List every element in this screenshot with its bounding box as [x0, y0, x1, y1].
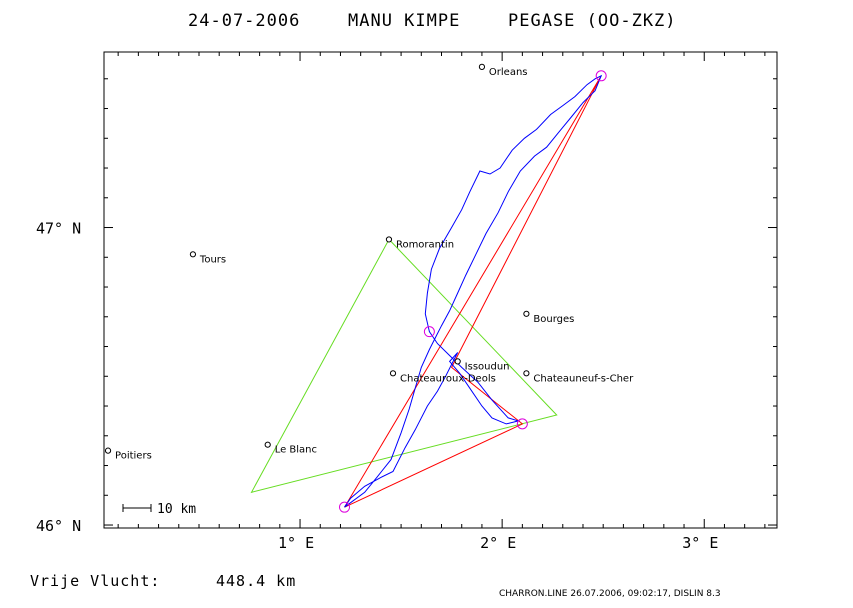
city-le-blanc: Le Blanc — [264, 441, 317, 456]
city-label-4: Issoudun — [465, 361, 510, 372]
axis-labels-layer: 1° E 2° E 3° E 47° N 46° N — [36, 220, 718, 552]
city-label-7: Le Blanc — [275, 445, 317, 456]
city-label-6: Chateauneuf-s-Cher — [533, 373, 634, 384]
gps-track-polyline — [344, 74, 603, 508]
city-bourges: Bourges — [523, 310, 574, 325]
credit-line: CHARRON.LINE 26.07.2006, 09:02:17, DISLI… — [499, 589, 721, 599]
city-marker-4 — [454, 358, 461, 365]
distance-value: 448.4 km — [216, 572, 296, 590]
cities-layer: OrleansRomorantinToursBourgesIssoudunCha… — [104, 63, 634, 462]
city-chateauneuf-s-cher: Chateauneuf-s-Cher — [523, 370, 634, 384]
city-marker-7 — [264, 441, 271, 448]
x-tick-label-0: 1° E — [278, 534, 314, 552]
city-tours: Tours — [189, 251, 226, 265]
turnpoint-marker-2 — [423, 326, 435, 338]
turnpoints-layer — [339, 70, 607, 513]
declared-task-polyline — [250, 239, 558, 494]
optimized-route-layer — [344, 75, 602, 508]
city-marker-2 — [189, 251, 197, 258]
scale-bar-label: 10 km — [157, 502, 196, 517]
scale-bar: 10 km — [122, 502, 196, 517]
city-label-2: Tours — [199, 254, 226, 265]
city-label-1: Romorantin — [396, 239, 454, 250]
turnpoint-marker-0 — [339, 501, 351, 513]
x-tick-label-2: 3° E — [682, 534, 718, 552]
plot-frame — [103, 51, 778, 529]
city-label-3: Bourges — [533, 314, 574, 325]
optimized-route-polyline — [344, 75, 602, 508]
city-marker-8 — [104, 447, 112, 454]
turnpoint-marker-1 — [595, 70, 607, 82]
title-glider: PEGASE (OO-ZKZ) — [508, 11, 677, 31]
city-marker-6 — [523, 370, 530, 377]
city-marker-3 — [523, 310, 530, 317]
declared-task-layer — [250, 239, 558, 494]
city-label-0: Orleans — [489, 67, 528, 78]
city-marker-0 — [478, 63, 486, 70]
distance-label: Vrije Vlucht: — [30, 572, 160, 590]
x-tick-label-1: 2° E — [480, 534, 516, 552]
city-marker-5 — [389, 370, 397, 377]
turnpoint-marker-3 — [516, 418, 528, 430]
gps-track-layer — [344, 74, 603, 508]
title-pilot: MANU KIMPE — [348, 11, 460, 31]
title-date: 24-07-2006 — [188, 11, 300, 31]
y-tick-label-0: 47° N — [36, 220, 81, 238]
city-orleans: Orleans — [478, 63, 528, 78]
city-chateauroux-deols: Chateauroux-Deols — [389, 370, 496, 384]
city-label-8: Poitiers — [115, 451, 152, 462]
city-label-5: Chateauroux-Deols — [400, 373, 496, 384]
minor-ticks — [104, 52, 777, 528]
city-marker-1 — [385, 236, 393, 243]
city-issoudun: Issoudun — [454, 358, 510, 372]
city-poitiers: Poitiers — [104, 447, 152, 462]
city-romorantin: Romorantin — [385, 236, 454, 250]
y-tick-label-1: 46° N — [36, 517, 81, 535]
